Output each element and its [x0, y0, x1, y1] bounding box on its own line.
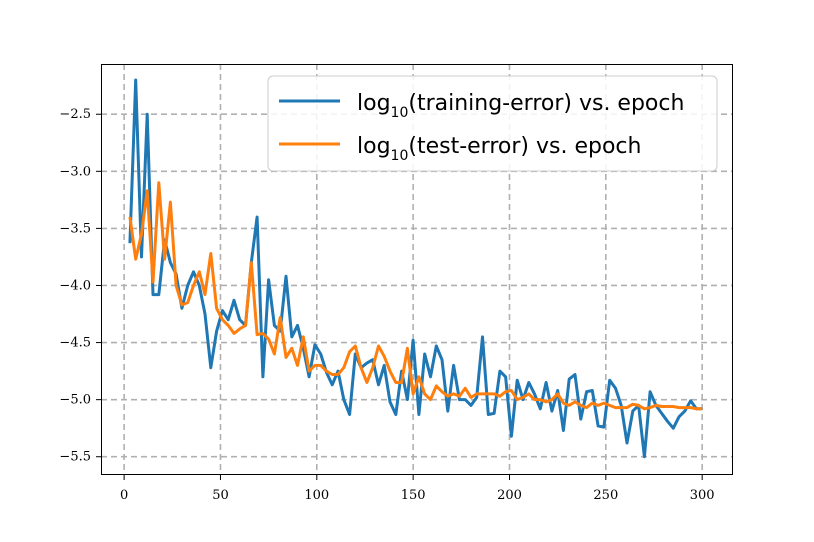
legend-entry-test: log10(test-error) vs. epoch — [279, 134, 641, 164]
y-tick-label: −4.5 — [59, 336, 91, 351]
ticks: 0 50 100 150 200 250 300 −5.5 −5.0 −4.5 −4.0 −3.5 −3… — [59, 107, 714, 503]
legend-label-test-prefix: log — [357, 134, 391, 159]
y-tick-label: −5.5 — [59, 450, 91, 465]
x-tick-label: 250 — [593, 488, 618, 503]
plot-frame — [101, 64, 733, 475]
x-tick-label: 0 — [120, 488, 128, 503]
legend: log10(training-error) vs. epoch log10(te… — [267, 75, 718, 172]
y-tick-label: −3.0 — [59, 164, 91, 179]
y-tick-label: −2.5 — [59, 107, 91, 122]
legend-label-test: log10(test-error) vs. epoch — [357, 134, 641, 164]
legend-label-training-prefix: log — [357, 91, 391, 116]
y-tick-label: −3.5 — [59, 221, 91, 236]
y-tick-label: −5.0 — [59, 393, 91, 408]
series-layer — [128, 78, 703, 459]
series-line-test — [128, 181, 703, 411]
legend-label-training-suffix: (training-error) vs. epoch — [408, 91, 684, 116]
legend-entry-training: log10(training-error) vs. epoch — [279, 91, 684, 121]
x-tick-label: 300 — [690, 488, 715, 503]
legend-label-test-sub: 10 — [391, 148, 409, 164]
legend-label-training: log10(training-error) vs. epoch — [357, 91, 684, 121]
legend-label-training-sub: 10 — [391, 105, 409, 121]
x-tick-label: 100 — [304, 488, 329, 503]
x-tick-label: 50 — [212, 488, 229, 503]
legend-label-test-suffix: (test-error) vs. epoch — [408, 134, 641, 159]
x-tick-label: 150 — [401, 488, 426, 503]
y-tick-label: −4.0 — [59, 278, 91, 293]
x-tick-label: 200 — [497, 488, 522, 503]
legend-box — [267, 75, 718, 172]
